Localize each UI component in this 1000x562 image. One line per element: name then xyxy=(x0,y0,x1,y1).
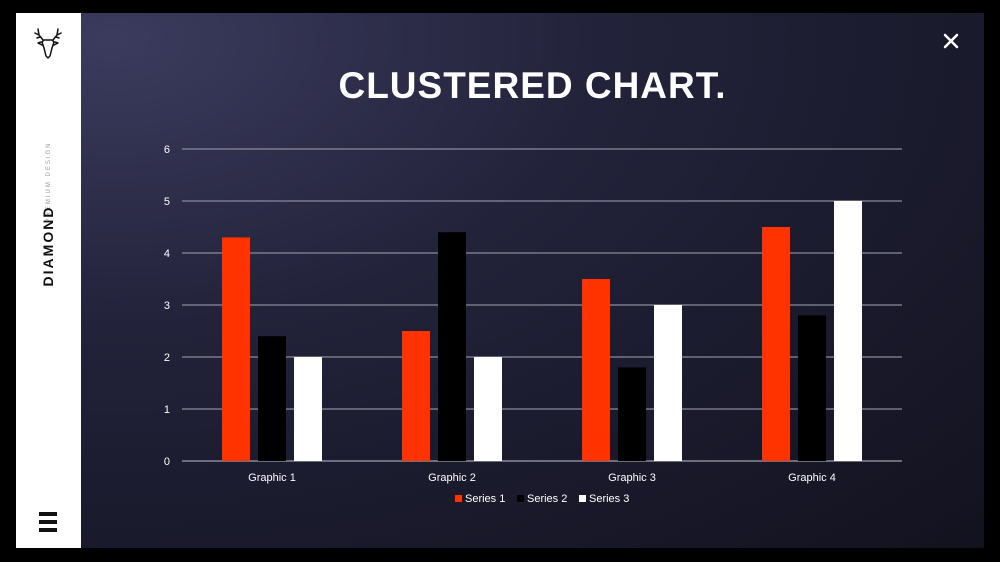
legend-label: Series 3 xyxy=(589,493,629,505)
legend-label: Series 1 xyxy=(465,493,505,505)
legend-swatch xyxy=(579,495,586,502)
y-tick-label: 5 xyxy=(164,196,170,208)
bar-series-2 xyxy=(798,315,826,461)
x-tick-label: Graphic 3 xyxy=(608,472,656,484)
y-tick-label: 4 xyxy=(164,248,170,260)
bar-series-3 xyxy=(474,357,502,461)
bar-series-1 xyxy=(582,279,610,461)
bar-series-1 xyxy=(762,227,790,461)
bar-series-1 xyxy=(402,331,430,461)
bar-series-2 xyxy=(438,232,466,461)
bar-series-3 xyxy=(834,201,862,461)
y-tick-label: 3 xyxy=(164,300,170,312)
x-tick-label: Graphic 1 xyxy=(248,472,296,484)
deer-head-icon xyxy=(34,28,62,59)
hamburger-menu-icon[interactable] xyxy=(39,512,57,532)
bar-series-3 xyxy=(294,357,322,461)
y-tick-label: 0 xyxy=(164,456,170,468)
y-tick-label: 2 xyxy=(164,352,170,364)
page-title: CLUSTERED CHART. xyxy=(338,65,727,106)
legend-swatch xyxy=(517,495,524,502)
bar-series-1 xyxy=(222,237,250,461)
bar-series-2 xyxy=(258,336,286,461)
legend-label: Series 2 xyxy=(527,493,567,505)
slide: PREMIUM DESIGN DIAMOND CLUSTERED CHART. … xyxy=(16,13,984,548)
x-tick-label: Graphic 4 xyxy=(788,472,836,484)
clustered-bar-chart: 0 1 2 3 4 5 6 Graphic 1 Graphic 2 Graphic 3 Graphi… xyxy=(164,144,902,505)
sidebar: PREMIUM DESIGN DIAMOND xyxy=(16,13,81,548)
y-tick-label: 6 xyxy=(164,144,170,156)
close-icon[interactable] xyxy=(940,30,962,52)
legend-swatch xyxy=(455,495,462,502)
bar-series-3 xyxy=(654,305,682,461)
y-tick-label: 1 xyxy=(164,404,170,416)
x-tick-label: Graphic 2 xyxy=(428,472,476,484)
bar-series-2 xyxy=(618,367,646,461)
